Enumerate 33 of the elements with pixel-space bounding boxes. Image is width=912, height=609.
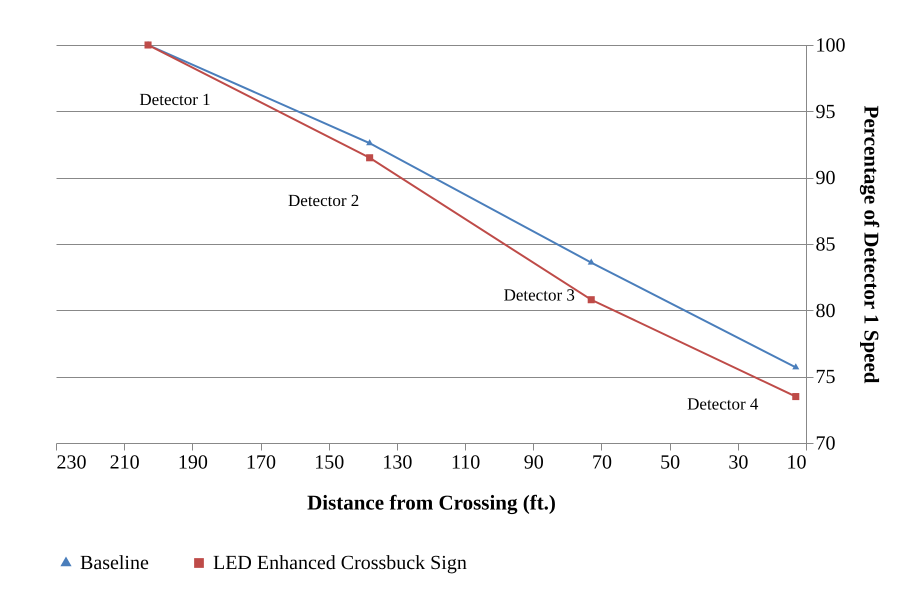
x-tick-label: 10 — [786, 452, 806, 474]
point — [792, 393, 800, 400]
y-axis-title: Percentage of Detector 1 Speed — [860, 106, 884, 384]
legend-label: Baseline — [80, 552, 149, 574]
x-tick-label: 90 — [524, 452, 544, 474]
y-tick-label: 100 — [816, 34, 846, 56]
x-tick-label: 170 — [246, 452, 276, 474]
annotation: Detector 3 — [504, 286, 575, 305]
y-tick-label: 75 — [816, 366, 836, 388]
x-tick-label: 190 — [178, 452, 208, 474]
y-tick-label: 95 — [816, 100, 836, 123]
y-tick-label: 85 — [816, 234, 836, 256]
point — [588, 258, 595, 265]
x-tick-label: 150 — [314, 452, 344, 474]
x-tick-label: 230 — [56, 452, 86, 474]
legend-label: LED Enhanced Crossbuck Sign — [213, 552, 467, 574]
annotation: Detector 4 — [687, 394, 759, 414]
point — [366, 154, 374, 162]
x-tick-label: 30 — [728, 452, 748, 474]
point — [366, 139, 374, 146]
point — [588, 296, 595, 304]
y-tick-label: 90 — [816, 167, 836, 190]
y-tick-label: 80 — [816, 300, 836, 322]
x-tick-label: 110 — [450, 452, 480, 474]
annotation: Detector 1 — [139, 90, 211, 109]
annotation: Detector 2 — [288, 190, 360, 210]
x-tick-label: 50 — [660, 452, 680, 474]
x-tick-label: 210 — [110, 452, 140, 474]
point — [792, 363, 800, 370]
y-tick-label: 70 — [816, 432, 836, 454]
x-tick-label: 130 — [382, 452, 412, 474]
x-tick-label: 70 — [592, 452, 612, 474]
x-axis-title: Distance from Crossing (ft.) — [307, 490, 556, 514]
